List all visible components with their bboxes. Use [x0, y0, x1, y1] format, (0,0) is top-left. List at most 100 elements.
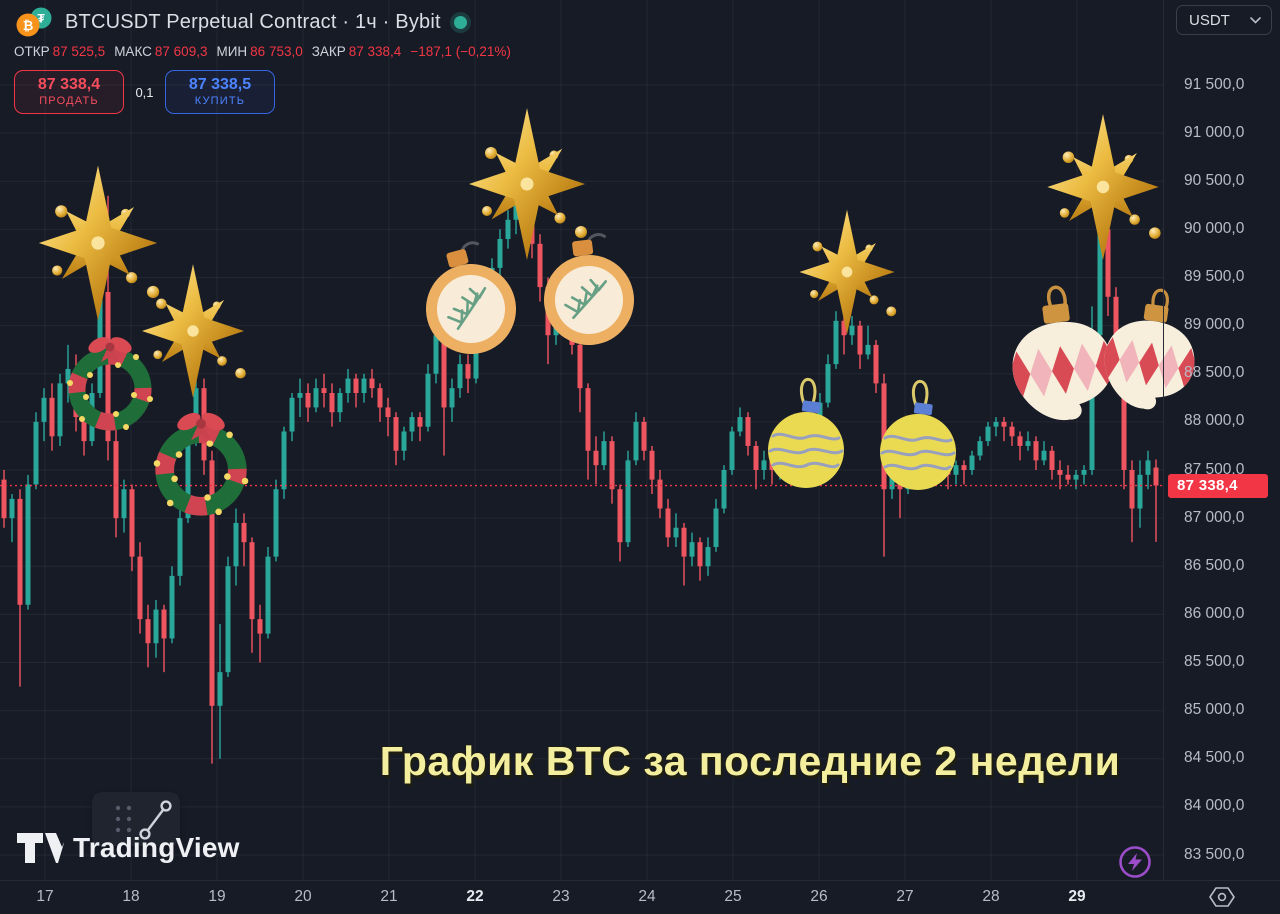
- candle: [25, 474, 31, 610]
- low-value: 86 753,0: [250, 44, 303, 59]
- candle: [809, 426, 815, 456]
- trend-line-tool-icon[interactable]: [139, 800, 172, 840]
- price-axis-label: 91 500,0: [1184, 75, 1245, 93]
- high-value: 87 609,3: [154, 44, 208, 59]
- time-axis[interactable]: 17 18 19 20 21 22 23 24 25 26 27 28 29: [0, 880, 1280, 914]
- candle: [417, 412, 423, 442]
- candle: [1089, 306, 1095, 475]
- price-axis-label: 87 500,0: [1184, 460, 1245, 478]
- candle: [57, 373, 63, 446]
- candle: [369, 368, 375, 398]
- candle: [257, 604, 263, 663]
- sell-label: ПРОДАТЬ: [39, 94, 99, 107]
- caption-text: График BTC за последние 2 недели: [379, 738, 1121, 784]
- price-axis-label: 90 500,0: [1184, 171, 1245, 189]
- candle: [225, 556, 231, 677]
- buy-price: 87 338,5: [188, 76, 252, 94]
- time-axis-label: 27: [896, 888, 914, 905]
- candle: [833, 311, 839, 369]
- candle: [265, 547, 271, 639]
- candle: [1, 470, 7, 528]
- candle: [337, 388, 343, 422]
- candle: [433, 325, 439, 384]
- currency-selector[interactable]: USDT: [1176, 5, 1272, 35]
- quick-trade-button[interactable]: [1117, 844, 1153, 880]
- candle: [1001, 417, 1007, 442]
- candle: [137, 542, 143, 634]
- candle: [65, 344, 71, 403]
- candle: [1153, 459, 1159, 542]
- price-axis-label: 89 000,0: [1184, 316, 1245, 334]
- candle: [281, 426, 287, 499]
- candle: [113, 426, 119, 538]
- candle: [937, 455, 943, 480]
- candle: [273, 479, 279, 562]
- candle: [9, 494, 15, 543]
- candle: [745, 412, 751, 456]
- axis-settings-button[interactable]: [1207, 884, 1237, 910]
- candle: [345, 368, 351, 403]
- candle: [153, 599, 159, 658]
- price-axis-label: 84 500,0: [1184, 749, 1245, 767]
- candle: [425, 364, 431, 432]
- drag-handle-dots-icon[interactable]: [115, 805, 132, 833]
- candle: [169, 566, 175, 644]
- candle: [329, 383, 335, 427]
- candle: [657, 470, 663, 519]
- candle: [305, 383, 311, 422]
- symbol-title[interactable]: BTCUSDT Perpetual Contract · 1ч · Bybit: [65, 10, 441, 33]
- drawing-toolbar[interactable]: [92, 792, 180, 846]
- candle: [721, 465, 727, 514]
- candle: [385, 397, 391, 437]
- candle: [497, 229, 503, 278]
- candle: [857, 320, 863, 369]
- candle: [73, 354, 79, 432]
- change-value: −187,1 (−0,21%): [410, 44, 511, 59]
- candle: [17, 489, 23, 687]
- tradingview-logo-icon: [17, 833, 64, 863]
- candle: [841, 316, 847, 355]
- candle: [825, 354, 831, 408]
- candle: [553, 306, 559, 345]
- watermark-brand: TradingView: [73, 832, 240, 863]
- sell-button[interactable]: 87 338,4 ПРОДАТЬ: [14, 70, 124, 114]
- candle: [673, 513, 679, 547]
- candle: [777, 450, 783, 480]
- ohlc-row: ОТКР 87 525,5 МАКС 87 609,3 МИН 86 753,0…: [14, 44, 511, 59]
- market-status-icon[interactable]: [453, 15, 467, 29]
- candle: [641, 417, 647, 461]
- candle: [321, 373, 327, 408]
- candle: [489, 258, 495, 316]
- buy-button[interactable]: 87 338,5 КУПИТЬ: [165, 70, 275, 114]
- candle: [521, 200, 527, 239]
- candle: [593, 436, 599, 485]
- candle: [545, 277, 551, 365]
- candle: [249, 537, 255, 653]
- price-axis[interactable]: USDT 91 500,0 91 000,0 90 500,0 90 000,0 89 …: [1163, 0, 1280, 880]
- candle: [505, 210, 511, 249]
- candle: [201, 378, 207, 475]
- candle: [1081, 465, 1087, 485]
- candle: [473, 340, 479, 384]
- time-axis-label: 17: [36, 888, 54, 905]
- spread-value: 0,1: [135, 84, 154, 100]
- candle: [1049, 445, 1055, 480]
- time-axis-label: 24: [638, 888, 656, 905]
- candle: [97, 267, 103, 398]
- candle: [121, 479, 127, 533]
- price-axis-label: 91 000,0: [1184, 123, 1245, 141]
- lightning-bolt-icon: [1128, 853, 1142, 871]
- candle: [577, 335, 583, 413]
- candle: [905, 460, 911, 495]
- candle: [633, 412, 639, 466]
- candle: [409, 412, 415, 442]
- candle: [185, 426, 191, 523]
- candle: [713, 498, 719, 552]
- candle: [897, 465, 903, 519]
- time-axis-label: 29: [1068, 888, 1086, 905]
- candle: [977, 436, 983, 461]
- candle: [769, 455, 775, 485]
- candle: [465, 354, 471, 393]
- price-axis-label: 88 000,0: [1184, 412, 1245, 430]
